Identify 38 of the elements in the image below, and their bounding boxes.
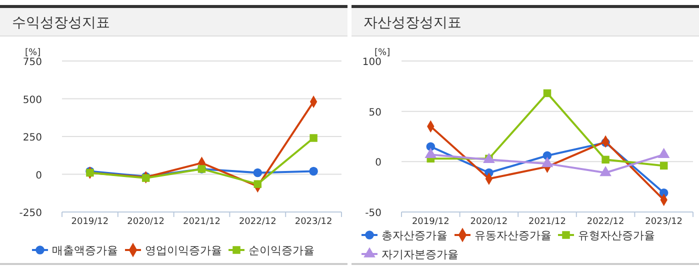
legend-label: 매출액증가율 (52, 244, 118, 257)
y-tick-label: 0 (36, 170, 42, 182)
legend-label: 순이익증가율 (248, 244, 314, 257)
x-tick-label: 2022/12 (586, 217, 624, 227)
y-tick-label: 100 (362, 57, 382, 68)
chart-title: 자산성장성지표 (364, 15, 462, 31)
x-tick-label: 2023/12 (645, 217, 683, 227)
x-tick-label: 2019/12 (71, 217, 109, 227)
legend-label: 자기자본증가율 (382, 248, 458, 261)
x-tick-label: 2021/12 (528, 217, 566, 227)
x-tick-label: 2021/12 (183, 217, 220, 227)
legend-label: 영업이익증가율 (145, 244, 222, 257)
point (660, 162, 668, 170)
x-tick-label: 2019/12 (412, 217, 450, 227)
y-tick-label: 0 (375, 158, 382, 169)
legend-label: 유형자산증가율 (578, 229, 655, 242)
y-tick-label: 750 (22, 57, 42, 68)
x-tick-label: 2020/12 (470, 217, 508, 227)
legend-label: 유동자산증가율 (474, 229, 552, 242)
y-tick-label: -50 (365, 208, 382, 219)
y-tick-label: 50 (368, 107, 382, 118)
chart-title: 수익성장성지표 (12, 15, 110, 31)
point (602, 156, 610, 164)
point (253, 168, 262, 178)
point (310, 134, 318, 142)
x-tick-label: 2022/12 (238, 217, 276, 227)
x-tick-label: 2023/12 (294, 217, 332, 227)
point (309, 166, 318, 176)
point (254, 180, 262, 188)
y-tick-label: 250 (22, 132, 42, 144)
x-tick-label: 2020/12 (127, 217, 165, 227)
point (426, 142, 436, 151)
y-axis-title: [%] (374, 48, 390, 58)
y-tick-label: -250 (19, 208, 42, 219)
legend-label: 총자산증가율 (382, 229, 448, 242)
y-tick-label: 500 (22, 94, 42, 106)
point (543, 89, 552, 98)
y-axis-title: [%] (25, 48, 41, 58)
